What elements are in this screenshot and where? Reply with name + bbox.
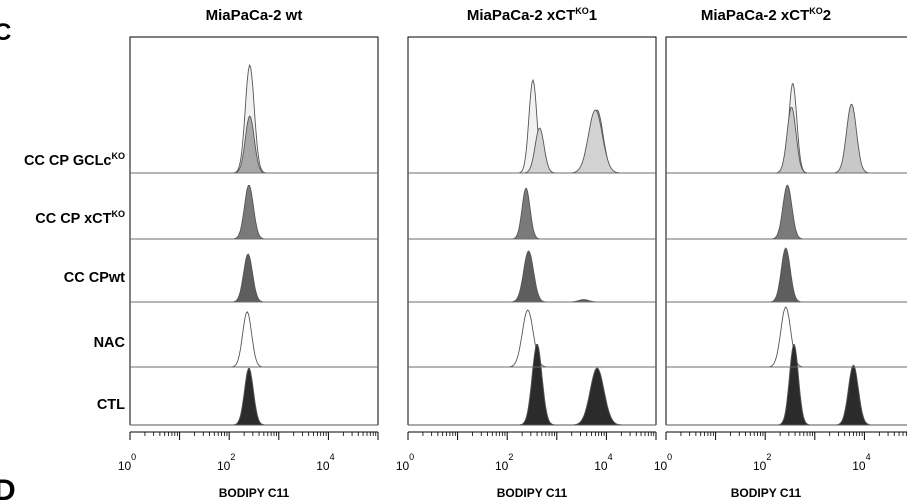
row-label: CC CP xCTKO bbox=[35, 209, 125, 227]
panel-title-sup: KO bbox=[809, 6, 823, 16]
histogram-series bbox=[408, 344, 656, 426]
x-tick-base: 10 bbox=[852, 459, 866, 473]
x-tick-base: 10 bbox=[118, 459, 132, 473]
row-label-text: CC CP xCT bbox=[35, 211, 111, 227]
panel-title: MiaPaCa-2 xCTKO1 bbox=[467, 6, 597, 24]
histogram-series bbox=[130, 310, 378, 368]
row-label-text: NAC bbox=[94, 335, 126, 351]
histogram-series bbox=[666, 247, 907, 303]
x-tick-label: 104 bbox=[852, 452, 870, 473]
panel-title-suffix: 2 bbox=[823, 7, 831, 24]
panel-title: MiaPaCa-2 wt bbox=[206, 7, 303, 24]
panel-frame bbox=[665, 36, 907, 425]
x-tick-label: 102 bbox=[217, 452, 235, 473]
x-axis-label: BODIPY C11 bbox=[497, 486, 568, 500]
x-tick-exponent: 4 bbox=[608, 452, 613, 462]
x-tick-exponent: 0 bbox=[409, 452, 414, 462]
panel-letter-bottom: D bbox=[0, 474, 16, 504]
histogram-series bbox=[666, 344, 907, 426]
histogram-series bbox=[666, 306, 907, 368]
x-tick-exponent: 4 bbox=[330, 452, 335, 462]
x-tick-label: 102 bbox=[753, 452, 771, 473]
row-label: CTL bbox=[97, 397, 125, 413]
panel-title-suffix: 1 bbox=[589, 7, 597, 24]
x-tick-base: 10 bbox=[654, 459, 668, 473]
row-label-text: CTL bbox=[97, 397, 125, 413]
x-tick-base: 10 bbox=[217, 459, 231, 473]
x-tick-exponent: 0 bbox=[131, 452, 136, 462]
x-tick-label: 100 bbox=[118, 452, 136, 473]
x-tick-label: 102 bbox=[495, 452, 513, 473]
x-tick-label: 104 bbox=[316, 452, 334, 473]
histogram-series bbox=[130, 367, 378, 426]
histogram-series bbox=[408, 309, 656, 368]
panel-title: MiaPaCa-2 xCTKO2 bbox=[701, 6, 831, 24]
panel-frame bbox=[129, 36, 379, 425]
x-tick-base: 10 bbox=[316, 459, 330, 473]
histogram-series bbox=[408, 187, 656, 240]
row-label: CC CPwt bbox=[64, 270, 125, 286]
panel-title-text: MiaPaCa-2 xCT bbox=[467, 7, 575, 24]
row-label: CC CP GCLcKO bbox=[24, 151, 125, 169]
histogram-series bbox=[130, 184, 378, 240]
histogram-series bbox=[130, 253, 378, 303]
x-tick-exponent: 4 bbox=[866, 452, 871, 462]
panel-title-text: MiaPaCa-2 xCT bbox=[701, 7, 809, 24]
x-tick-base: 10 bbox=[396, 459, 410, 473]
x-tick-exponent: 2 bbox=[508, 452, 513, 462]
row-label-text: CC CPwt bbox=[64, 270, 125, 286]
histogram-series bbox=[408, 250, 656, 303]
histogram-series bbox=[666, 103, 907, 174]
histogram-series bbox=[408, 78, 656, 174]
x-tick-base: 10 bbox=[594, 459, 608, 473]
panel-letter-top: C bbox=[0, 19, 11, 46]
panel-frame bbox=[407, 36, 657, 425]
x-tick-exponent: 2 bbox=[766, 452, 771, 462]
row-label-sup: KO bbox=[112, 209, 126, 219]
row-label-text: CC CP GCLc bbox=[24, 153, 112, 169]
x-tick-base: 10 bbox=[495, 459, 509, 473]
panel-title-text: MiaPaCa-2 wt bbox=[206, 7, 303, 24]
x-tick-exponent: 2 bbox=[230, 452, 235, 462]
histogram-series bbox=[666, 184, 907, 240]
row-label: NAC bbox=[94, 335, 126, 351]
x-tick-base: 10 bbox=[753, 459, 767, 473]
x-tick-label: 100 bbox=[654, 452, 672, 473]
row-label-sup: KO bbox=[112, 151, 126, 161]
x-tick-label: 104 bbox=[594, 452, 612, 473]
panel-title-sup: KO bbox=[575, 6, 589, 16]
x-axis-label: BODIPY C11 bbox=[219, 486, 290, 500]
x-tick-label: 100 bbox=[396, 452, 414, 473]
x-tick-exponent: 0 bbox=[667, 452, 672, 462]
x-axis-label: BODIPY C11 bbox=[731, 486, 802, 500]
